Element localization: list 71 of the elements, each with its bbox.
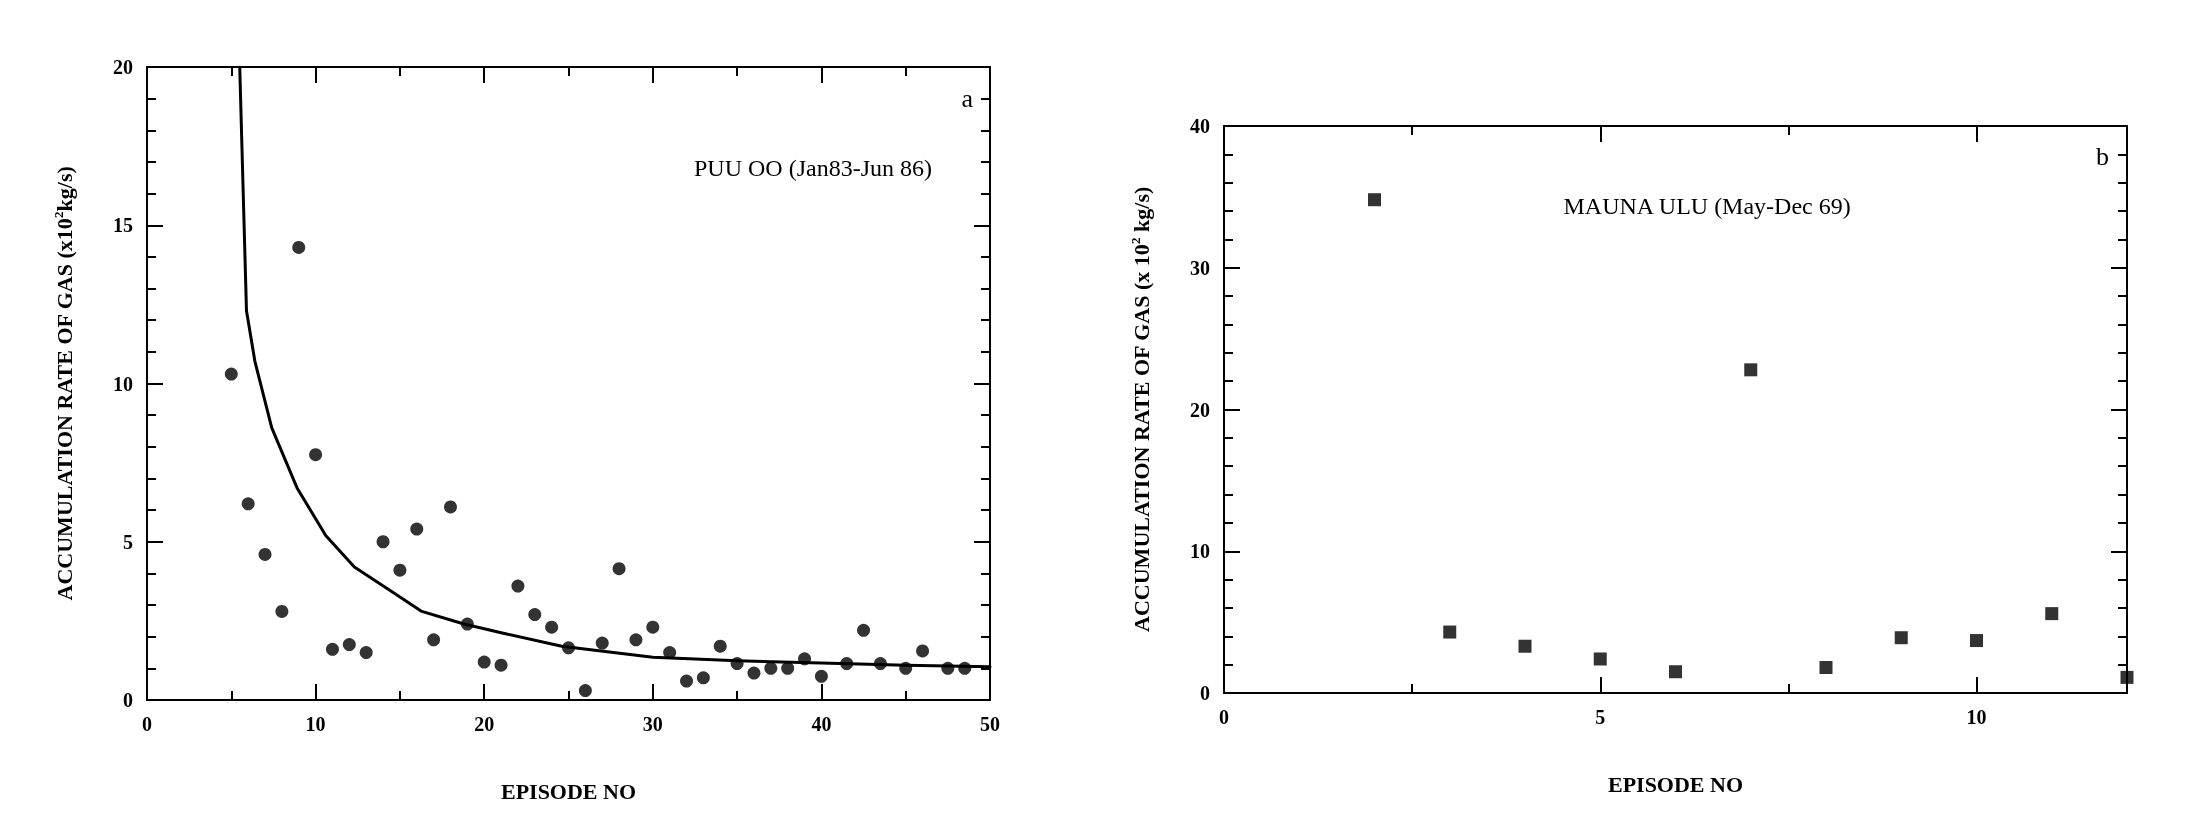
- point: [1970, 634, 1983, 648]
- point: [1819, 660, 1833, 674]
- point: [477, 655, 491, 669]
- point: [629, 633, 643, 647]
- point: [511, 579, 525, 593]
- point: [427, 633, 441, 647]
- y-tick-label: 20: [1190, 398, 1210, 421]
- point: [224, 367, 238, 381]
- y-tick-label: 40: [1190, 115, 1210, 137]
- point: [241, 497, 255, 511]
- y-tick-label: 30: [1190, 256, 1210, 279]
- y-tick-label: 0: [123, 689, 133, 711]
- x-tick-label: 20: [474, 713, 495, 735]
- point: [494, 658, 508, 672]
- point: [680, 674, 694, 688]
- x-tick-label: 10: [305, 713, 326, 735]
- annotation: PUU OO (Jan83-Jun 86): [693, 154, 932, 181]
- x-tick-label: 0: [142, 713, 152, 735]
- point: [713, 639, 727, 653]
- x-axis-title: EPISODE NO: [1607, 771, 1744, 797]
- x-axis-title: EPISODE NO: [500, 778, 637, 804]
- x-tick-label: 0: [1219, 706, 1229, 728]
- x-tick-label: 40: [811, 713, 832, 735]
- x-tick-label: 50: [980, 713, 1000, 735]
- point: [258, 547, 272, 561]
- y-tick-label: 10: [113, 372, 133, 395]
- point: [275, 604, 289, 618]
- point: [309, 448, 323, 462]
- point: [528, 608, 542, 622]
- point: [696, 671, 710, 685]
- point: [578, 684, 592, 697]
- point: [393, 563, 407, 577]
- point: [1744, 363, 1758, 377]
- point: [1669, 665, 1682, 679]
- point: [443, 500, 457, 514]
- y-tick-label: 10: [1190, 540, 1210, 563]
- annotation: a: [961, 84, 974, 114]
- x-tick-label: 30: [642, 713, 663, 735]
- y-tick-label: 5: [123, 530, 133, 553]
- x-tick-label: 5: [1595, 706, 1606, 728]
- point: [2120, 670, 2134, 684]
- annotation: b: [2095, 141, 2109, 171]
- point: [2045, 607, 2059, 621]
- point: [376, 535, 390, 549]
- point: [1518, 639, 1532, 653]
- point: [857, 623, 871, 637]
- point: [325, 642, 339, 656]
- point: [1593, 652, 1607, 666]
- point: [1443, 625, 1457, 639]
- point: [545, 620, 559, 634]
- x-tick-label: 10: [1966, 706, 1987, 728]
- y-tick-label: 20: [113, 56, 133, 78]
- point: [747, 666, 761, 680]
- point: [781, 661, 795, 675]
- point: [292, 240, 306, 254]
- y-tick-label: 15: [113, 214, 133, 237]
- point: [1368, 193, 1381, 207]
- y-axis-title: ACCUMULATION RATE OF GAS (x 102 kg/s): [1128, 186, 1154, 632]
- point: [1894, 631, 1908, 645]
- point: [342, 638, 356, 652]
- y-tick-label: 0: [1200, 682, 1210, 704]
- point: [359, 646, 373, 660]
- point: [764, 661, 778, 675]
- point: [646, 620, 660, 634]
- point: [595, 636, 609, 650]
- point: [916, 644, 930, 658]
- point: [410, 522, 424, 536]
- point: [612, 562, 626, 576]
- point: [814, 669, 828, 683]
- annotation: MAUNA ULU (May-Dec 69): [1563, 193, 1851, 220]
- y-axis-title: ACCUMULATION RATE OF GAS (x102kg/s): [51, 166, 77, 601]
